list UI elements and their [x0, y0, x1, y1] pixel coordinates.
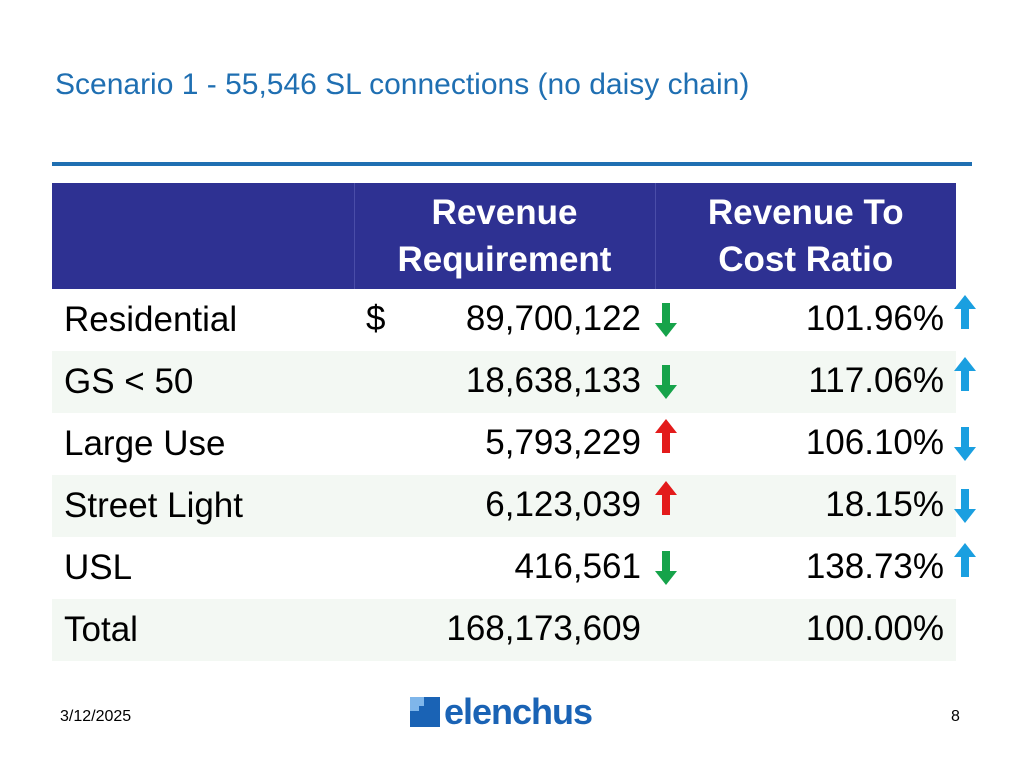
header-empty — [52, 183, 354, 289]
slide-title: Scenario 1 - 55,546 SL connections (no d… — [55, 68, 750, 101]
row-label: GS < 50 — [52, 351, 354, 413]
title-divider — [52, 162, 972, 166]
row-label: USL — [52, 537, 354, 599]
table-header-row: Revenue Requirement Revenue To Cost Rati… — [52, 183, 956, 289]
header-revenue-requirement: Revenue Requirement — [353, 183, 655, 289]
arrow-up-red-icon — [655, 481, 677, 515]
revenue-value: 168,173,609 — [446, 609, 641, 648]
revenue-cell: 168,173,609 — [354, 599, 655, 661]
header-ratio-line-2: Cost Ratio — [718, 240, 894, 279]
table-row: USL 416,561 138.73% — [52, 537, 976, 599]
rate-table: Revenue Requirement Revenue To Cost Rati… — [52, 183, 976, 661]
revenue-value: 18,638,133 — [465, 361, 641, 400]
revenue-value: 5,793,229 — [485, 423, 641, 462]
ratio-value: 117.06% — [808, 361, 944, 400]
arrow-down-green-icon — [655, 365, 677, 399]
revenue-value: 6,123,039 — [485, 485, 641, 524]
header-revenue-line-2: Requirement — [397, 240, 612, 279]
revenue-cell: 5,793,229 — [354, 413, 677, 475]
currency-symbol: $ — [366, 299, 386, 338]
ratio-value: 138.73% — [805, 547, 944, 586]
ratio-value: 101.96% — [805, 299, 944, 338]
arrow-up-blue-icon — [954, 295, 976, 329]
table-row: Residential $89,700,122 101.96% — [52, 289, 976, 351]
ratio-value: 18.15% — [825, 485, 944, 524]
ratio-cell: 100.00% — [655, 599, 956, 661]
ratio-cell: 106.10% — [655, 413, 976, 475]
revenue-cell: 416,561 — [354, 537, 677, 599]
ratio-cell: 138.73% — [655, 537, 976, 599]
table-row: Large Use 5,793,229 106.10% — [52, 413, 976, 475]
row-label: Total — [52, 599, 354, 661]
revenue-value: 89,700,122 — [465, 299, 641, 338]
revenue-cell: 18,638,133 — [354, 351, 677, 413]
page-number: 8 — [951, 708, 960, 725]
logo-mark-icon — [410, 697, 440, 727]
ratio-cell: 18.15% — [655, 475, 976, 537]
revenue-value: 416,561 — [514, 547, 641, 586]
arrow-down-green-icon — [655, 551, 677, 585]
elenchus-logo: elenchus — [410, 690, 593, 734]
header-ratio-line-1: Revenue To — [707, 193, 904, 232]
header-revenue-line-1: Revenue — [431, 193, 578, 232]
ratio-value: 100.00% — [805, 609, 944, 648]
arrow-up-blue-icon — [954, 357, 976, 391]
revenue-cell: $89,700,122 — [354, 289, 677, 351]
arrow-up-blue-icon — [954, 543, 976, 577]
ratio-cell: 101.96% — [655, 289, 976, 351]
revenue-cell: 6,123,039 — [354, 475, 677, 537]
row-label: Street Light — [52, 475, 354, 537]
row-label: Large Use — [52, 413, 354, 475]
row-label: Residential — [52, 289, 354, 351]
logo-text: elenchus — [444, 691, 593, 732]
ratio-value: 106.10% — [805, 423, 944, 462]
arrow-down-blue-icon — [954, 427, 976, 461]
arrow-up-red-icon — [655, 419, 677, 453]
footer-date: 3/12/2025 — [60, 708, 132, 725]
arrow-down-blue-icon — [954, 489, 976, 523]
header-cost-ratio: Revenue To Cost Ratio — [654, 183, 956, 289]
ratio-cell: 117.06% — [655, 351, 976, 413]
table-row: GS < 50 18,638,133 117.06% — [52, 351, 976, 413]
arrow-down-green-icon — [655, 303, 677, 337]
table-row: Street Light 6,123,039 18.15% — [52, 475, 976, 537]
table-row: Total 168,173,609 100.00% — [52, 599, 956, 661]
